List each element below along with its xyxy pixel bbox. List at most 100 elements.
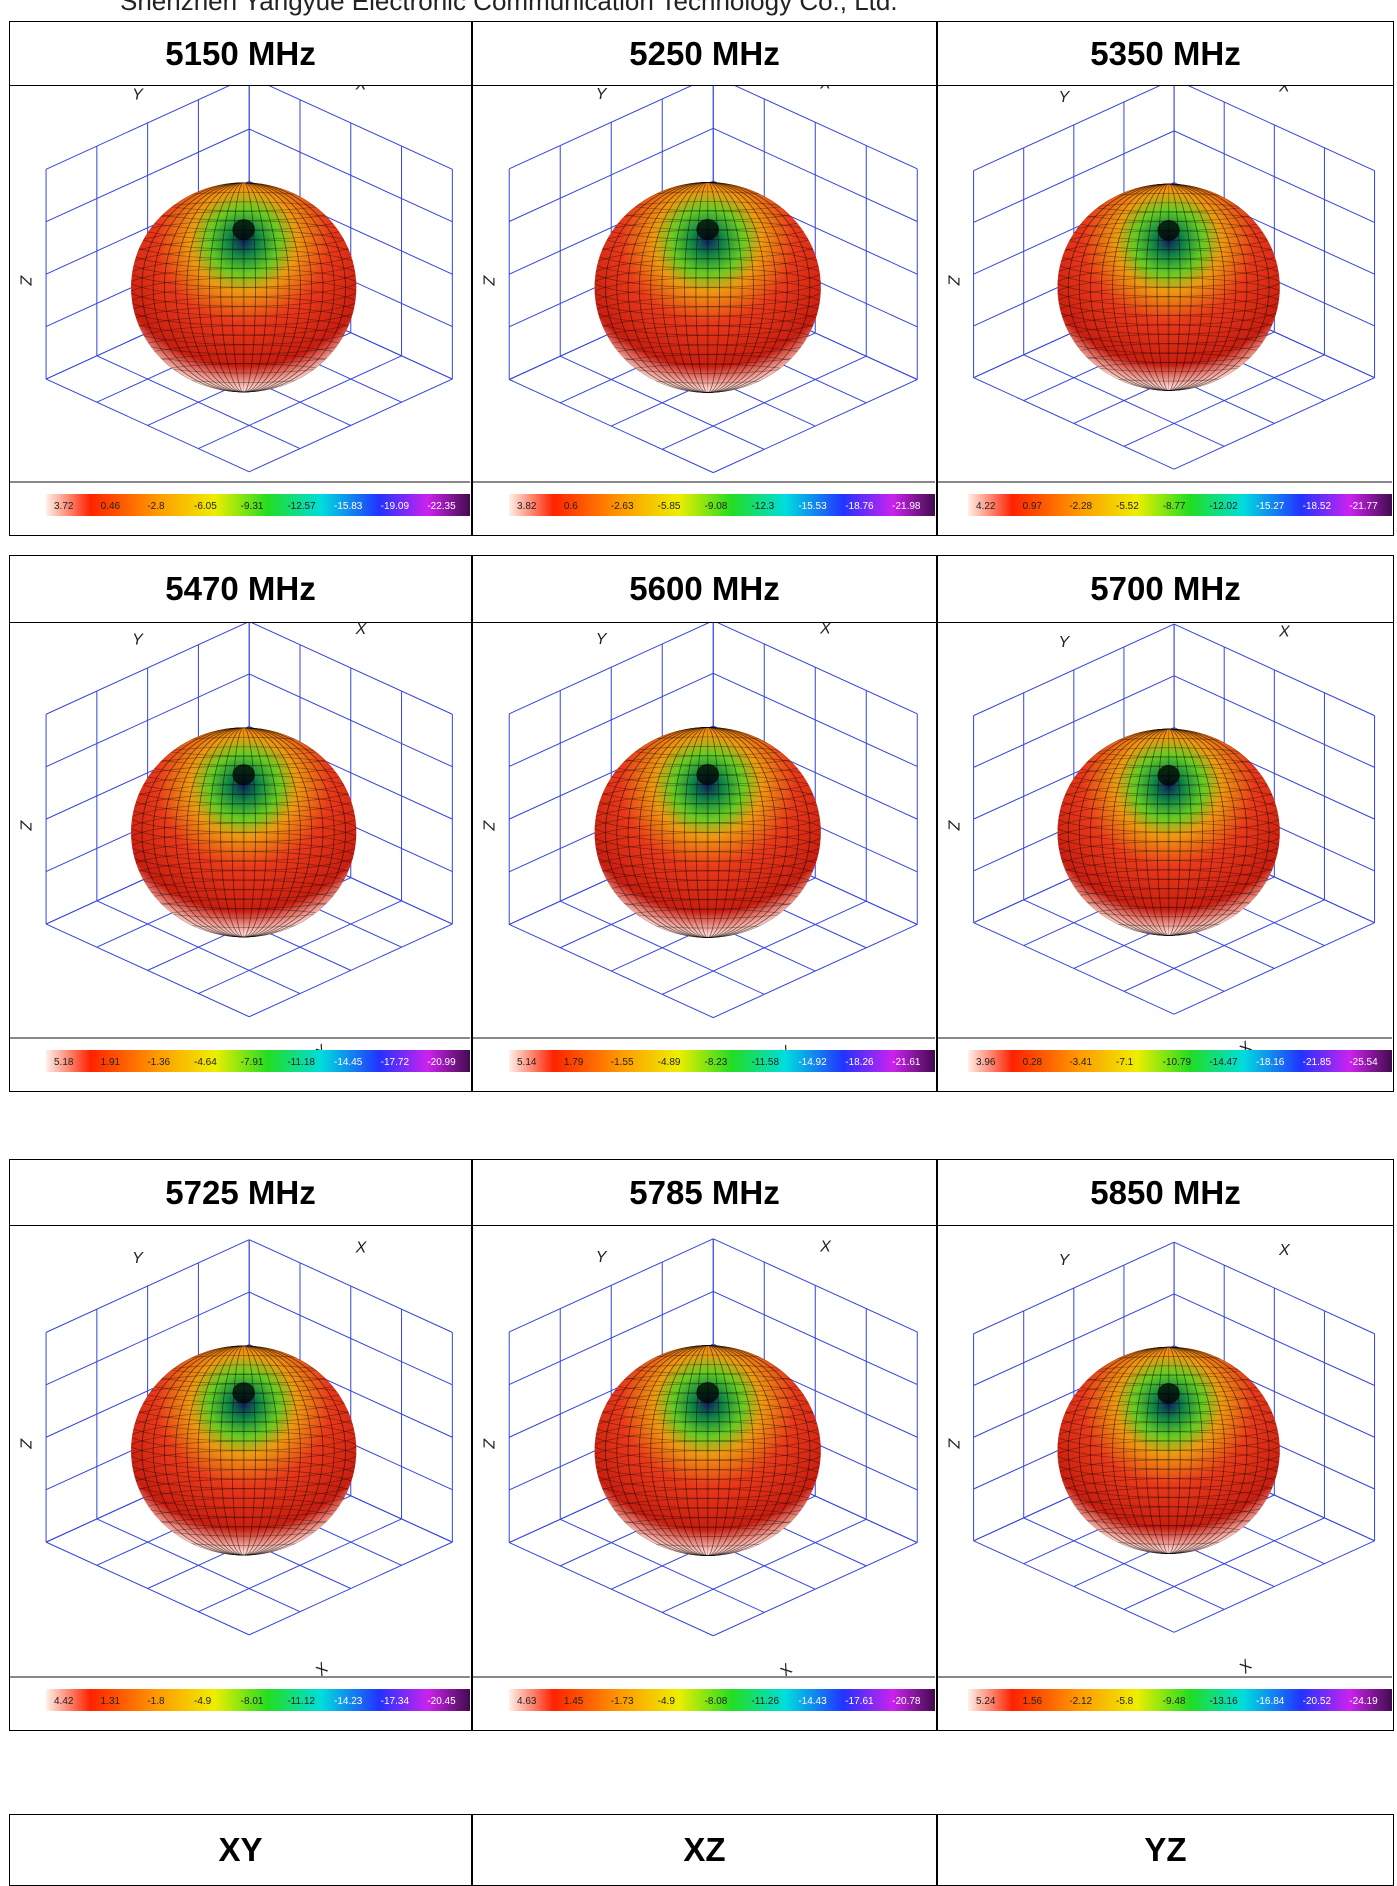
cell-title: 5470 MHz [9, 555, 472, 623]
colorbar-label: -20.52 [1303, 1696, 1332, 1707]
colorbar-label: 1.45 [564, 1696, 584, 1707]
page: Shenzhen Yangyue Electronic Communicatio… [0, 0, 1397, 1861]
colorbar-label: -8.23 [705, 1057, 728, 1068]
axis-label: Z [17, 1438, 34, 1450]
radiation-pattern: XYZYX3.720.46-2.8-6.05-9.31-12.57-15.83-… [10, 86, 470, 534]
colorbar-label: -12.57 [287, 501, 316, 512]
colorbar-label: -18.76 [845, 501, 874, 512]
colorbar-label: -2.28 [1069, 501, 1092, 512]
colorbar-label: 3.96 [976, 1057, 996, 1068]
cell-title: 5150 MHz [9, 21, 472, 86]
colorbar-label: -5.8 [1116, 1696, 1134, 1707]
cell-image: XYZYX3.960.28-3.41-7.1-10.79-14.47-18.16… [937, 622, 1394, 1092]
axis-label: X [355, 86, 368, 93]
colorbar-label: 1.79 [564, 1057, 584, 1068]
colorbar-label: 0.28 [1023, 1057, 1043, 1068]
colorbar-label: -15.53 [798, 501, 827, 512]
cell-title: 5725 MHz [9, 1159, 472, 1226]
pattern-pole [1158, 220, 1180, 241]
plane-header: YZ [937, 1814, 1394, 1886]
axis-label: Z [480, 1438, 497, 1450]
colorbar-label: -14.47 [1209, 1057, 1238, 1068]
colorbar-label: -9.48 [1163, 1696, 1186, 1707]
axis-label: X [819, 623, 832, 637]
colorbar-label: -14.23 [334, 1696, 363, 1707]
colorbar-label: -18.26 [845, 1057, 874, 1068]
colorbar-label: 4.42 [54, 1696, 74, 1707]
axis-label: Z [945, 820, 962, 832]
axis-label: X [1278, 1242, 1291, 1259]
cell-image: XYZYX3.720.46-2.8-6.05-9.31-12.57-15.83-… [9, 85, 472, 536]
plane-header: XY [9, 1814, 472, 1886]
cell-title: 5250 MHz [472, 21, 937, 86]
colorbar-label: -1.8 [147, 1696, 165, 1707]
colorbar-label: 3.72 [54, 501, 74, 512]
cell-image: XYZYX3.820.6-2.63-5.85-9.08-12.3-15.53-1… [472, 85, 937, 536]
axis-label: Z [17, 820, 34, 832]
radiation-pattern: XYZYX5.181.91-1.36-4.64-7.91-11.18-14.45… [10, 623, 470, 1090]
colorbar-label: 0.46 [101, 501, 121, 512]
axis-label: Y [596, 1249, 608, 1266]
colorbar-label: -11.26 [751, 1696, 779, 1707]
colorbar-label: -14.92 [798, 1057, 827, 1068]
axis-label: X [355, 623, 368, 638]
colorbar-label: 5.14 [517, 1057, 537, 1068]
axis-label: Y [1058, 634, 1070, 651]
axis-label: Y [596, 631, 608, 648]
cell-image: XYZYX4.421.31-1.8-4.9-8.01-11.12-14.23-1… [9, 1225, 472, 1731]
cell-title: 5350 MHz [937, 21, 1394, 86]
colorbar-label: -8.77 [1163, 501, 1186, 512]
radiation-pattern: XYZYX4.631.45-1.73-4.9-8.08-11.26-14.43-… [473, 1226, 935, 1729]
colorbar-label: -13.16 [1209, 1696, 1238, 1707]
colorbar-label: -17.72 [381, 1057, 410, 1068]
colorbar-label: -25.54 [1349, 1057, 1378, 1068]
colorbar-label: -12.3 [751, 501, 774, 512]
colorbar-label: -4.9 [658, 1696, 676, 1707]
colorbar-label: -21.77 [1349, 501, 1378, 512]
colorbar-label: 0.6 [564, 501, 578, 512]
colorbar-label: 1.56 [1023, 1696, 1043, 1707]
colorbar-label: -9.31 [241, 501, 264, 512]
cell-title: 5785 MHz [472, 1159, 937, 1226]
colorbar-label: -4.9 [194, 1696, 212, 1707]
colorbar-label: -14.43 [798, 1696, 827, 1707]
cell-image: XYZYX4.631.45-1.73-4.9-8.08-11.26-14.43-… [472, 1225, 937, 1731]
colorbar-label: -11.58 [751, 1057, 779, 1068]
colorbar-label: -8.01 [241, 1696, 264, 1707]
colorbar-label: -7.91 [241, 1057, 264, 1068]
colorbar-label: -2.8 [147, 501, 165, 512]
colorbar-label: 4.22 [976, 501, 996, 512]
colorbar-label: -21.61 [892, 1057, 921, 1068]
colorbar-label: 5.18 [54, 1057, 74, 1068]
colorbar-label: -4.64 [194, 1057, 217, 1068]
colorbar-label: 0.97 [1023, 501, 1043, 512]
colorbar-label: -14.45 [334, 1057, 363, 1068]
colorbar-label: -17.34 [381, 1696, 410, 1707]
colorbar-label: -11.12 [287, 1696, 315, 1707]
colorbar-label: -5.52 [1116, 501, 1139, 512]
radiation-pattern: XYZYX4.421.31-1.8-4.9-8.01-11.12-14.23-1… [10, 1226, 470, 1729]
colorbar-label: -2.12 [1069, 1696, 1092, 1707]
pattern-pole [1158, 1383, 1180, 1404]
colorbar-label: 5.24 [976, 1696, 996, 1707]
colorbar-label: -3.41 [1069, 1057, 1092, 1068]
plane-header: XZ [472, 1814, 937, 1886]
cell-image: XYZYX4.220.97-2.28-5.52-8.77-12.02-15.27… [937, 85, 1394, 536]
colorbar-label: 1.91 [101, 1057, 121, 1068]
colorbar-label: -1.36 [147, 1057, 170, 1068]
colorbar-label: -15.27 [1256, 501, 1285, 512]
radiation-pattern: XYZYX5.141.79-1.55-4.89-8.23-11.58-14.92… [473, 623, 935, 1090]
axis-label: X [819, 1239, 832, 1256]
axis-label: X [1278, 624, 1291, 641]
colorbar-label: -20.45 [427, 1696, 456, 1707]
axis-label: Z [480, 820, 497, 832]
colorbar-label: 3.82 [517, 501, 537, 512]
colorbar-label: -19.09 [381, 501, 410, 512]
colorbar-label: 4.63 [517, 1696, 537, 1707]
colorbar-label: -8.08 [705, 1696, 728, 1707]
axis-label: Y [132, 632, 144, 649]
axis-label: X [355, 1239, 368, 1256]
pattern-pole [232, 1382, 255, 1403]
colorbar-label: -6.05 [194, 501, 217, 512]
axis-label: X [819, 86, 832, 92]
